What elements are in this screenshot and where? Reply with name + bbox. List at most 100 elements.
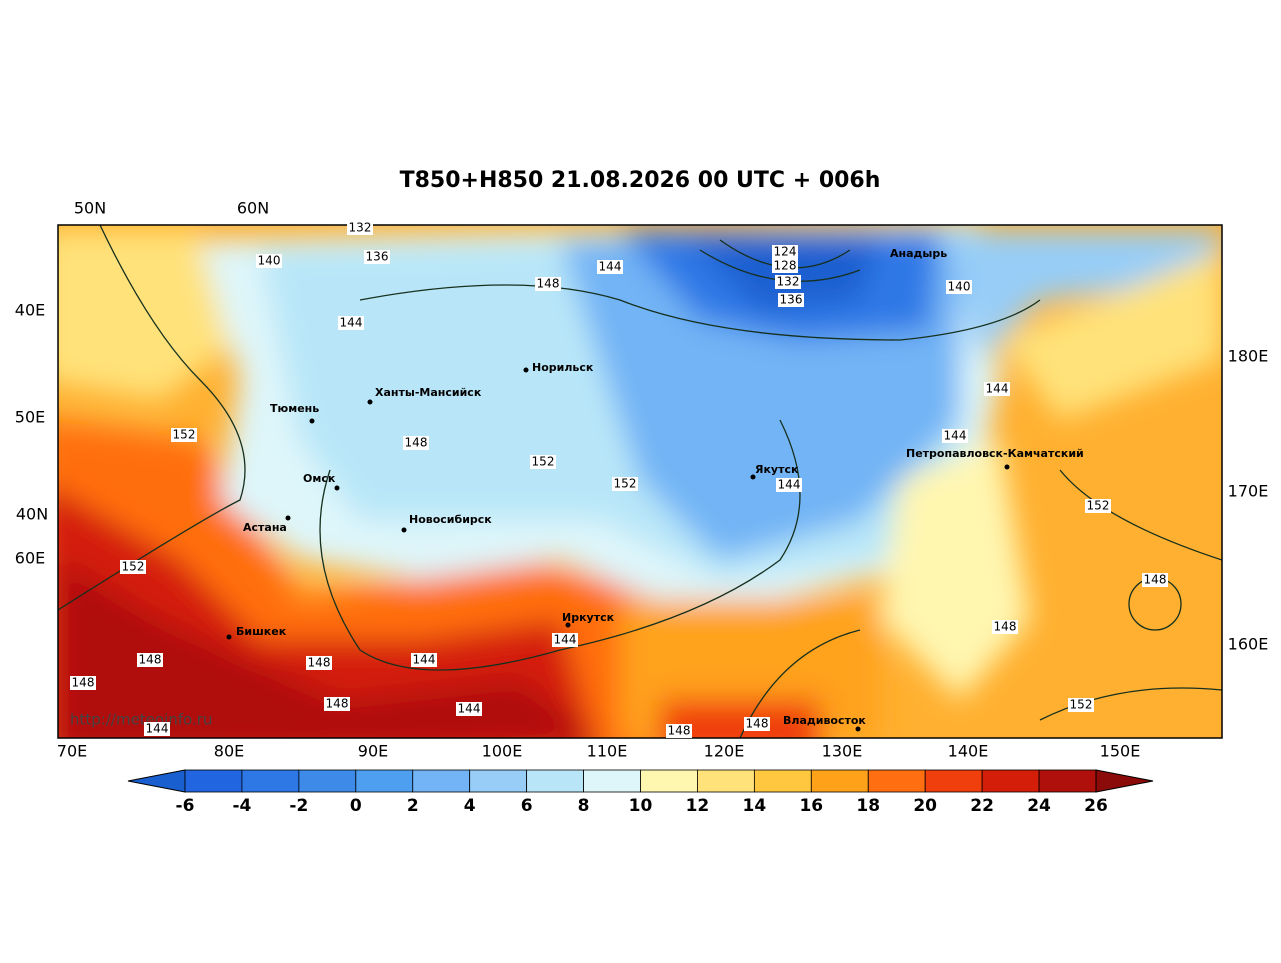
bottom-axis-label: 100E [482,742,523,761]
colorbar-segment [640,769,698,793]
colorbar-segment [753,769,812,793]
contour-label-bg [666,724,692,738]
contour-label: 144 [778,478,801,492]
city-dot [750,474,756,480]
contour-label: 148 [72,676,95,690]
colorbar-tick-label: 24 [1027,796,1051,816]
colorbar-segment [1038,769,1097,793]
contour-label-bg [775,275,801,289]
contour-label: 136 [366,250,389,264]
contour-label: 136 [780,293,803,307]
colorbar-tick-label: 16 [799,796,823,816]
contour-label: 140 [948,280,971,294]
colorbar-tick-label: -6 [176,796,195,816]
contour-label: 132 [777,275,800,289]
city-label: Норильск [532,361,594,374]
contour-label-bg [411,653,437,667]
contour-label-bg [984,382,1010,396]
contour-label-bg [535,277,561,291]
colorbar-segment [355,769,414,793]
contour-label: 148 [405,436,428,450]
contour-label-bg [364,250,390,264]
contour-label-bg [992,620,1018,634]
contour-label-bg [137,653,163,667]
city-dot [1004,464,1010,470]
city-dot [309,418,315,424]
city-dot [334,485,340,491]
contour-label: 148 [746,717,769,731]
colorbar-tick-label: 22 [970,796,994,816]
contour-label-bg [552,633,578,647]
colorbar-segment [697,769,755,793]
contour-label-bg [530,455,556,469]
bottom-axis-label: 140E [948,742,989,761]
contour-label: 148 [326,697,349,711]
left-axis-label: 50E [15,408,45,427]
bottom-axis-label: 130E [822,742,863,761]
city-label: Петропавловск-Камчатский [906,447,1084,460]
colorbar-tick-label: -4 [232,796,251,816]
contour-label: 152 [173,428,196,442]
colorbar-tick-label: -2 [289,796,308,816]
colorbar-segment [298,769,357,793]
contour-label-bg [403,436,429,450]
city-label: Новосибирск [409,513,492,526]
contour-label-bg [324,697,350,711]
city-dot [565,622,571,628]
contour-label: 148 [994,620,1017,634]
title: T850+H850 21.08.2026 00 UTC + 006h [400,168,881,193]
contour-label-bg [171,428,197,442]
colorbar-segment [469,769,528,793]
colorbar-tick-label: 6 [521,796,533,816]
colorbar-segment [184,769,243,793]
colorbar-tick-label: 18 [856,796,880,816]
city-label: Иркутск [562,611,615,624]
colorbar-segment [810,769,869,793]
city-dot [285,515,291,521]
colorbar-segment [241,769,300,793]
bottom-axis-label: 80E [214,742,244,761]
left-axis-label: 40E [15,301,45,320]
right-axis-label: 160E [1228,635,1269,654]
contour-label: 152 [122,560,145,574]
contour-label: 148 [139,653,162,667]
contour-label: 144 [944,429,967,443]
bottom-axis-label: 70E [57,742,87,761]
contour-label: 152 [614,477,637,491]
contour-label: 144 [413,653,436,667]
city-dot [401,527,407,533]
source-url: http://meteoinfo.ru [70,711,212,729]
contour-label: 148 [668,724,691,738]
colorbar-tick-label: 4 [464,796,476,816]
colorbar-segment [412,769,471,793]
right-axis-label: 170E [1228,482,1269,501]
bottom-axis-label: 90E [358,742,388,761]
city-label: Астана [243,521,287,534]
contour-label: 140 [258,254,281,268]
colorbar-segment [981,769,1040,793]
city-label: Владивосток [783,714,866,727]
left-axis-label: 40N [16,505,48,524]
contour-label: 144 [146,722,169,736]
contour-label-bg [612,477,638,491]
contour-label-bg [256,254,282,268]
contour-label: 152 [1070,698,1093,712]
contour-label: 148 [537,277,560,291]
top-axis-label: 60N [237,199,269,218]
contour-label-bg [942,429,968,443]
colorbar-segment [867,769,926,793]
map-frame [57,224,1223,739]
city-dot [523,367,529,373]
colorbar-tick-label: 8 [578,796,590,816]
contour-label-bg [597,260,623,274]
contour-label-bg [70,676,96,690]
contour-label-bg [772,245,798,259]
city-label: Тюмень [270,402,319,415]
city-label: Бишкек [236,625,287,638]
contour-label-bg [347,221,373,235]
bottom-axis-label: 110E [587,742,628,761]
city-label: Якутск [755,463,799,476]
contour-label: 152 [1087,499,1110,513]
contour-label-bg [120,560,146,574]
